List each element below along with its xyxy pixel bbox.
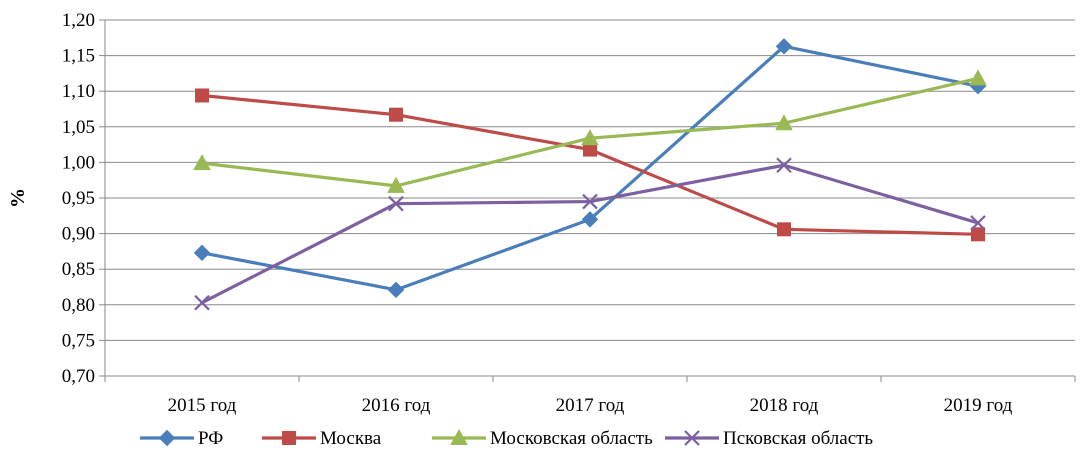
series-3 [193, 69, 987, 193]
data-point [582, 193, 598, 210]
series-2 [195, 88, 985, 242]
legend-marker [684, 430, 700, 446]
data-point [194, 294, 210, 311]
series-line [201, 44, 979, 292]
legend-label: Москва [320, 428, 382, 449]
x-tick-label: 2019 год [944, 395, 1013, 416]
data-point [970, 215, 986, 231]
data-point [387, 281, 405, 299]
data-point [387, 176, 405, 193]
marker-stroke [388, 195, 404, 212]
data-point [581, 211, 599, 228]
y-tick-label: 0,80 [62, 295, 95, 316]
y-tick-label: 1,20 [62, 10, 95, 31]
data-point [389, 107, 403, 122]
y-tick-label: 1,00 [62, 152, 95, 173]
y-tick-label: 0,95 [62, 188, 95, 209]
data-point [193, 244, 211, 262]
legend-label: Московская область [490, 428, 653, 449]
y-tick-label: 0,85 [62, 259, 95, 280]
marker-stroke [970, 215, 986, 231]
legend: РФ Москва Московская область Псковская обла… [140, 428, 873, 449]
marker-stroke [776, 157, 792, 174]
x-tick-label: 2017 год [556, 395, 625, 416]
legend-item-2: Москва [262, 428, 382, 449]
y-tick-labels: 0,70 0,75 0,80 0,85 0,90 0,95 1,00 1,05 1,10 1,15… [62, 10, 95, 387]
data-point [775, 114, 793, 131]
y-tick-label: 1,05 [62, 117, 95, 138]
y-tick-label: 0,90 [62, 224, 95, 245]
data-point [775, 38, 793, 55]
data-point [777, 222, 791, 237]
y-tick-label: 1,15 [62, 46, 95, 67]
legend-item-1: РФ [140, 428, 223, 449]
marker-stroke [684, 430, 700, 446]
axes [99, 19, 1076, 382]
legend-marker [282, 431, 296, 445]
y-axis-title: % [7, 188, 29, 208]
data-point [195, 88, 209, 103]
x-tick-label: 2018 год [750, 395, 819, 416]
legend-marker [450, 428, 468, 445]
series-4 [194, 157, 986, 311]
y-tick-label: 1,10 [62, 81, 95, 102]
series-group [193, 38, 987, 311]
legend-marker [158, 429, 176, 447]
data-point [388, 195, 404, 212]
data-point [776, 157, 792, 174]
data-point [581, 129, 599, 146]
series-1 [193, 38, 987, 299]
marker-stroke [194, 294, 210, 311]
marker-stroke [582, 193, 598, 210]
y-tick-label: 0,70 [62, 366, 95, 387]
x-tick-label: 2015 год [168, 395, 237, 416]
x-tick-label: 2016 год [362, 395, 431, 416]
data-point [971, 227, 985, 242]
y-tick-label: 0,75 [62, 330, 95, 351]
data-point [193, 154, 211, 171]
grid-lines [105, 19, 1075, 341]
x-tick-labels: 2015 год 2016 год 2017 год 2018 год 2019 год [168, 395, 1013, 416]
legend-item-3: Московская область [432, 428, 653, 449]
data-point [969, 69, 987, 86]
legend-label: Псковская область [723, 428, 873, 449]
legend-label: РФ [198, 428, 223, 449]
legend-item-4: Псковская область [665, 428, 873, 449]
